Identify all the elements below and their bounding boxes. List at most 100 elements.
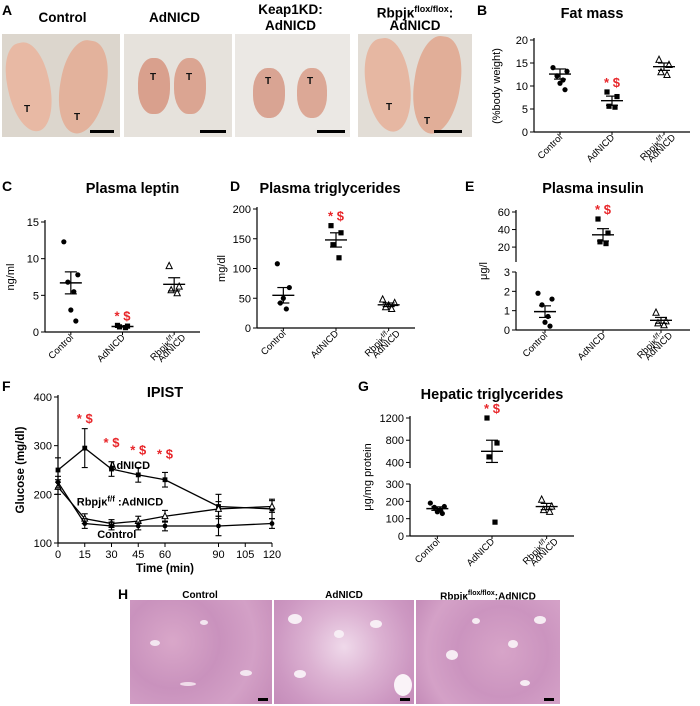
panel-letter-d: D [230,178,241,194]
tumor-label: T [150,72,157,83]
data-point [109,466,114,472]
data-point [378,294,387,303]
y-tick-label: 10 [516,81,528,93]
y-tick-label: 800 [386,435,404,447]
y-tick-label: 300 [386,479,404,491]
data-point [55,467,61,473]
data-point [162,523,168,529]
y-tick-label: 20 [516,35,528,47]
chart-title: Plasma leptin [86,181,179,197]
series-label-rbpjk: Rbpjκf/f :AdNICD [77,495,163,509]
x-tick-label: AdNICD [465,536,498,569]
data-point [73,318,79,324]
scale-bar [200,130,226,133]
x-tick-label: 15 [79,549,91,561]
x-tick-label: 90 [212,549,224,561]
data-point [75,272,81,278]
histology-title-control: Control [182,590,218,601]
y-axis-label: Glucose (mg/dl) [15,426,27,513]
y-tick-label: 200 [34,489,52,501]
tumor-label: T [186,72,193,83]
histology-image-rbpjk [416,600,560,704]
scale-bar [90,130,114,133]
y-tick-label: 3 [504,267,510,279]
data-point [660,320,668,329]
data-point [492,519,498,525]
data-point [439,510,445,517]
y-tick-label: 100 [233,264,251,276]
chart-title: Plasma insulin [542,181,644,197]
scale-bar [258,698,268,701]
y-tick-label: 0 [522,127,528,139]
photo-title-rbpjk-line2: AdNICD [389,18,441,33]
panel-letter-f: F [2,378,11,394]
data-point [557,80,563,86]
y-tick-label: 100 [34,538,52,550]
scale-bar [317,130,345,133]
data-point [542,319,548,325]
tumor-label: T [424,116,431,127]
scale-bar [544,698,554,701]
data-point [109,523,114,529]
chart-title: Fat mass [561,6,624,22]
panel-letter-h: H [118,586,129,602]
x-tick-label: 30 [105,549,117,561]
significance-annotation: * $ [484,401,501,416]
series-label-adnicd: AdNICD [109,460,151,472]
y-tick-label: 40 [498,225,510,237]
histology-title-rbpjk-tail: :AdNICD [494,591,536,603]
y-tick-label: 5 [522,104,528,116]
fat-pad-photo-adnicd: T T [124,34,232,137]
photo-title-control: Control [38,10,87,25]
data-point [652,307,660,316]
x-axis-label: Time (min) [136,563,194,575]
x-tick-label: 120 [263,549,281,561]
photo-title-rbpjk-line1: Rbpjκflox/flox: [356,2,474,21]
histology-title-rbpjk: Rbpjκflox/flox:AdNICD [416,590,560,602]
data-point [82,521,88,526]
significance-annotation: * $ [595,202,612,217]
data-point [336,255,342,261]
data-point [61,239,67,245]
data-point [535,290,541,296]
x-tick-label: 45 [132,549,144,561]
y-axis-label: (%body weight) [491,48,503,124]
data-point [604,89,610,95]
y-tick-label: 400 [34,392,52,404]
photo-title-adnicd: AdNICD [149,10,200,25]
y-tick-label: 10 [27,254,39,266]
photo-title-rbpjk-sup: flox/flox [414,4,449,14]
series-label-control: Control [97,529,136,541]
y-tick-label: 50 [239,293,251,305]
data-point [71,289,77,295]
y-tick-label: 20 [498,242,510,254]
y-tick-label: 1 [504,306,510,318]
data-point [484,415,490,421]
data-point [441,503,447,510]
significance-annotation: * $ [130,443,147,458]
y-tick-label: 15 [27,217,39,229]
y-tick-label: 1200 [380,413,404,425]
histology-image-adnicd [274,600,414,704]
data-point [330,242,336,248]
data-point [665,60,673,68]
data-point [175,281,184,290]
data-point [68,307,74,313]
significance-annotation: * $ [115,308,132,323]
fat-pad-photo-control: T T [2,34,120,137]
scale-bar [434,130,462,133]
data-point [214,504,223,512]
data-point [603,240,609,247]
data-point [161,511,169,520]
data-point [269,521,275,526]
photo-title-keap1kd-line1: Keap1KD: [258,2,323,17]
y-tick-label: 0 [398,531,404,543]
data-point [328,223,334,229]
panel-letter-b: B [477,2,488,18]
panel-letter-c: C [2,178,13,194]
data-point [427,500,433,506]
